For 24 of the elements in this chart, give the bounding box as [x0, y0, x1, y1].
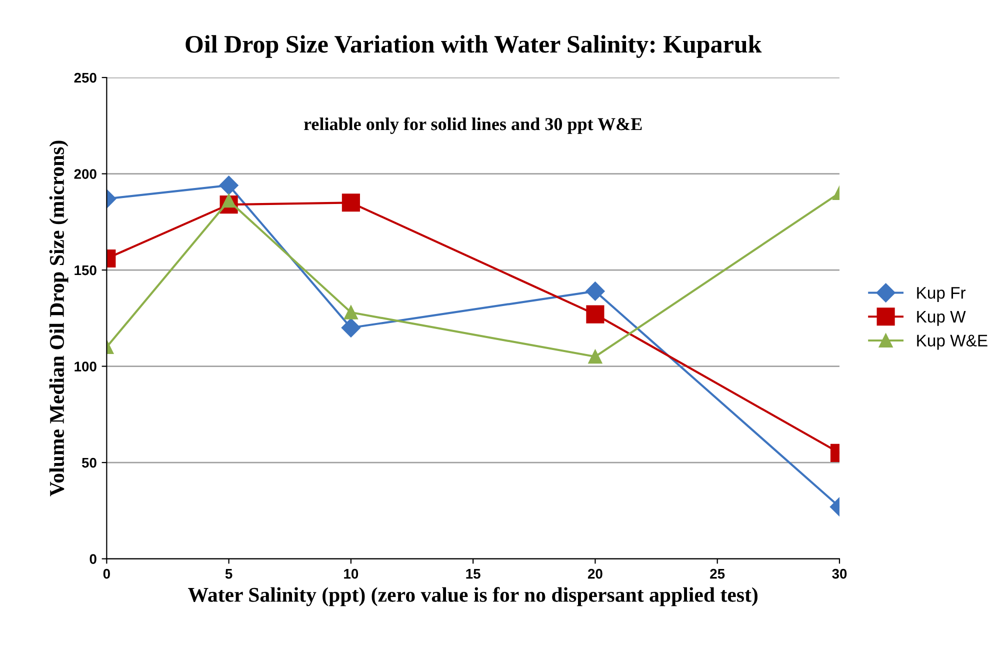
chart-title: Oil Drop Size Variation with Water Salinity: Kuparuk — [186, 35, 762, 58]
y-tick-label: 150 — [74, 265, 96, 276]
y-tick-label: 250 — [74, 72, 96, 83]
x-tick-label: 5 — [225, 569, 232, 579]
legend-label: Kup W&E — [917, 334, 988, 350]
point — [344, 305, 358, 320]
y-tick-label: 200 — [74, 169, 96, 179]
point — [341, 318, 360, 338]
x-tick-label: 10 — [344, 568, 358, 579]
x-tick-label: 0 — [103, 568, 110, 579]
x-tick-label: 20 — [588, 568, 602, 579]
point — [219, 176, 238, 195]
legend-label: Kup W — [917, 311, 966, 326]
y-tick-label: 50 — [82, 458, 96, 468]
x-tick-label: 30 — [832, 568, 847, 579]
x-tick-label: 25 — [710, 568, 725, 579]
legend-label: Kup Fr — [917, 287, 966, 302]
y-axis-title: Volume Median Oil Drop Size (microns) — [49, 140, 68, 496]
x-axis-title: Water Salinity (ppt) (zero value is for no dispersant applied test) — [188, 587, 758, 606]
x-tick-label: 15 — [466, 569, 480, 579]
point — [342, 194, 360, 212]
annotation: reliable only for solid lines and 30 ppt W&E — [304, 117, 642, 134]
y-tick-label: 100 — [74, 362, 96, 372]
y-tick-label: 0 — [90, 554, 96, 564]
